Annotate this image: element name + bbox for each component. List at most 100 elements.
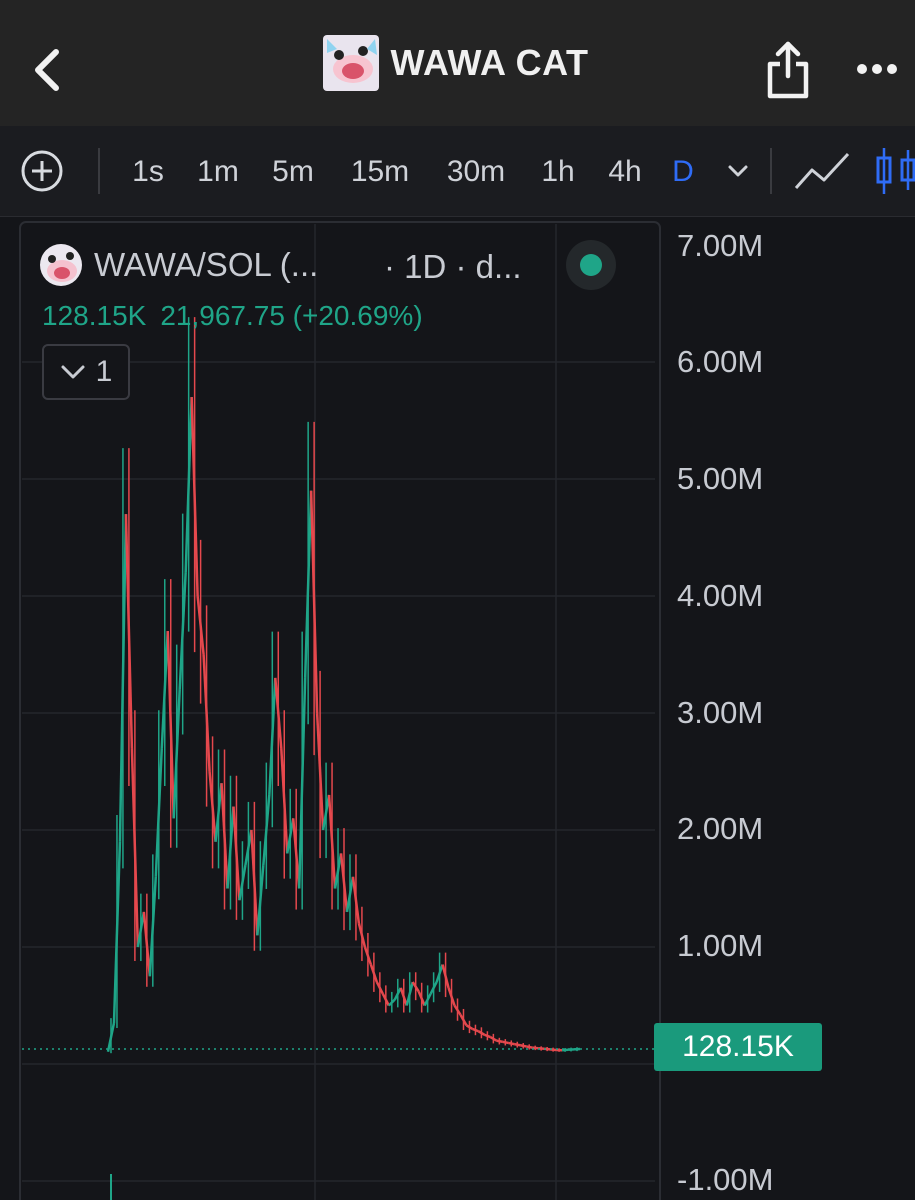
timeframe-dropdown-button[interactable] [724, 156, 752, 186]
price-segment [532, 1046, 539, 1050]
price-segment [280, 748, 289, 854]
timeframe-d[interactable]: D [672, 155, 694, 188]
timeframe-4h[interactable]: 4h [608, 155, 642, 188]
price-segment [297, 677, 307, 889]
indicator-collapse-button[interactable]: 1 [42, 344, 130, 400]
price-segment [520, 1044, 527, 1048]
price-segment [435, 964, 444, 983]
y-tick-label: 5.00M [677, 461, 764, 496]
current-price-badge: 128.15K [654, 1023, 822, 1071]
price-segment [244, 829, 253, 866]
chevron-down-icon [61, 365, 85, 379]
price-segment [178, 572, 187, 690]
token-logo [322, 35, 379, 91]
candlestick-icon [876, 148, 915, 194]
price-segment [441, 964, 450, 989]
y-tick-label: 3.00M [677, 695, 764, 730]
title-group: WAWA CAT [322, 35, 589, 91]
price-segment [417, 990, 426, 1006]
pair-logo [40, 244, 82, 286]
y-tick-label: 2.00M [677, 811, 764, 846]
indicator-count: 1 [95, 355, 113, 388]
price-segment [196, 595, 205, 655]
price-segment [190, 397, 199, 597]
chevron-down-icon [728, 165, 748, 177]
price-segment [496, 1039, 503, 1043]
share-icon [767, 41, 809, 99]
price-segment [351, 876, 361, 924]
price-segment [315, 712, 325, 831]
chart-frame [19, 221, 661, 1200]
share-button[interactable] [762, 40, 814, 100]
price-segment [471, 1027, 479, 1033]
price-segment [303, 490, 313, 678]
price-segment [136, 911, 146, 948]
price-chart[interactable] [0, 216, 915, 1200]
price-segment [220, 783, 229, 889]
y-tick-label: -1.00M [677, 1162, 774, 1197]
y-tick-label: 1.00M [677, 928, 764, 963]
price-segment [118, 514, 128, 842]
page-title: WAWA CAT [390, 42, 589, 83]
last-value: 128.15K [42, 300, 147, 331]
toolbar-divider [98, 148, 100, 194]
price-segment [502, 1040, 509, 1045]
price-segment [514, 1042, 521, 1047]
timeframe-1s[interactable]: 1s [132, 155, 164, 188]
price-segment [477, 1030, 486, 1036]
pair-symbol: WAWA/SOL (... [94, 246, 319, 283]
price-segment [274, 677, 283, 749]
price-segment [160, 631, 169, 749]
market-status [566, 240, 616, 290]
price-segment [321, 794, 331, 831]
candlestick-chart-button[interactable] [872, 146, 915, 196]
price-segment [345, 876, 355, 913]
price-segment [508, 1041, 515, 1046]
top-bar [0, 0, 915, 126]
chart-legend[interactable]: WAWA/SOL (... · 1D · d... [40, 240, 522, 290]
price-segment [142, 911, 152, 977]
price-segment [453, 1004, 462, 1016]
more-icon [857, 64, 897, 74]
line-chart-button[interactable] [794, 150, 852, 192]
price-segment [393, 987, 402, 1001]
price-segment [202, 654, 211, 772]
price-segment [232, 806, 241, 901]
price-change: 21,967.75 (+20.69%) [160, 300, 423, 331]
line-chart-icon [794, 152, 850, 189]
toolbar-divider [770, 148, 772, 194]
more-button[interactable] [852, 56, 902, 82]
timeframe-30m[interactable]: 30m [446, 155, 506, 188]
price-segment [405, 981, 414, 1006]
price-segment [309, 490, 319, 714]
price-segment [154, 748, 164, 877]
add-indicator-button[interactable] [20, 149, 64, 193]
timeframe-5m[interactable]: 5m [272, 155, 314, 188]
chart-area[interactable] [0, 216, 915, 1200]
back-button[interactable] [26, 42, 70, 98]
timeframe-1m[interactable]: 1m [197, 155, 239, 188]
price-segment [268, 677, 277, 795]
price-segment [375, 981, 384, 995]
chevron-left-icon [35, 49, 59, 91]
price-segment [238, 864, 247, 901]
timeframe-1h[interactable]: 1h [541, 155, 575, 188]
price-segment [112, 841, 122, 1024]
price-segment [333, 853, 343, 889]
price-segment [447, 987, 456, 1006]
timeframe-toolbar [0, 126, 915, 217]
price-segment [214, 783, 223, 842]
price-segment [130, 748, 140, 948]
price-segment [226, 806, 235, 889]
price-segment [423, 993, 432, 1007]
timeframe-15m[interactable]: 15m [350, 155, 410, 188]
price-segment [465, 1024, 474, 1030]
y-tick-label: 7.00M [677, 228, 764, 263]
price-segment [327, 794, 337, 889]
price-segment [411, 981, 420, 993]
price-segment [369, 964, 379, 983]
title-container: WAWA CAT [0, 0, 915, 126]
price-segment [250, 829, 259, 936]
price-segment [459, 1014, 468, 1027]
price-segment [429, 981, 438, 995]
